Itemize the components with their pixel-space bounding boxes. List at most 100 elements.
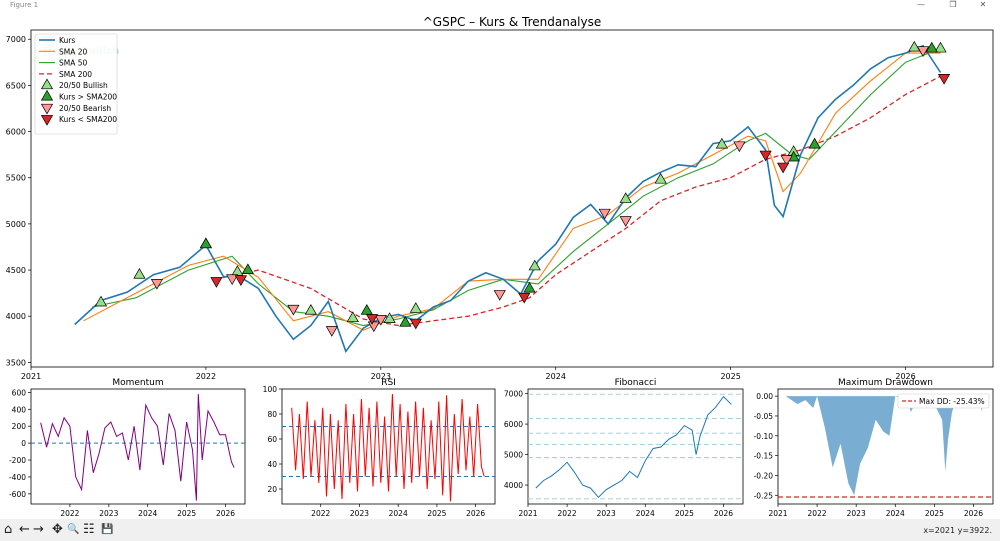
- marker-bearish-20-50: [733, 141, 746, 153]
- drawdown-legend: Max DD: -25.43%: [897, 393, 990, 409]
- back-icon[interactable]: ←: [19, 522, 30, 537]
- marker-bullish-20-50: [934, 41, 947, 53]
- marker-kurs-above-sma200: [523, 281, 536, 293]
- y-tick-label: 6000: [6, 128, 26, 137]
- marker-bullish-20-50: [346, 311, 359, 323]
- legend-label: SMA 200: [59, 70, 92, 79]
- y-tick-label: 5000: [504, 451, 523, 460]
- y-tick-label: -200: [9, 456, 26, 465]
- x-tick-label: 2026: [964, 509, 983, 518]
- marker-kurs-below-sma200: [409, 318, 422, 330]
- x-tick-label: 2022: [808, 509, 827, 518]
- drawdown-chart: Maximum Drawdown 2021 2022 2023 2024 2025 2026…: [754, 378, 994, 518]
- zoom-icon[interactable]: 🔍: [67, 524, 80, 535]
- legend-box: [34, 33, 118, 135]
- x-tick-label: 2024: [886, 509, 905, 518]
- y-tick-label: 0: [21, 439, 26, 448]
- chart-title: Maximum Drawdown: [838, 378, 933, 388]
- marker-bullish-20-50: [133, 267, 146, 279]
- rsi-line: [291, 393, 485, 502]
- momentum-chart: Momentum 2022 2023 2024 2025 2026 -600 -400 -200…: [9, 378, 246, 518]
- x-tick-label: 2023: [350, 509, 369, 518]
- x-tick-label: 2026: [216, 509, 235, 518]
- pan-icon[interactable]: ✥: [52, 522, 63, 537]
- marker-bearish-20-50: [916, 46, 930, 58]
- y-tick-label: -600: [9, 490, 26, 499]
- legend-label: Kurs: [59, 36, 75, 45]
- x-tick-label: 2022: [60, 509, 79, 518]
- y-tick-label: -0.25: [754, 491, 774, 500]
- y-tick-label: 4500: [6, 266, 26, 275]
- marker-bearish-20-50: [598, 208, 611, 220]
- chart-title: ^GSPC – Kurs & Trendanalyse: [423, 15, 602, 29]
- x-tick-label: 2024: [546, 372, 566, 381]
- marker-kurs-below-sma200: [518, 292, 531, 304]
- home-icon[interactable]: ⌂: [4, 522, 13, 537]
- main-price-chart: ^GSPC – Kurs & Trendanalyse 2021 2022 2023 2…: [6, 15, 994, 381]
- drawdown-area: [785, 396, 983, 496]
- marker-bearish-20-50: [226, 274, 239, 286]
- marker-bearish-20-50: [150, 279, 164, 290]
- momentum-line: [40, 394, 235, 501]
- x-tick-label: 2021: [518, 509, 537, 518]
- x-tick-label: 2021: [21, 372, 41, 381]
- x-tick-label: 2024: [636, 509, 655, 518]
- legend-swatch: [40, 89, 54, 101]
- y-tick-label: 7000: [6, 35, 26, 44]
- marker-kurs-above-sma200: [399, 315, 412, 327]
- x-tick-label: 2025: [720, 372, 740, 381]
- y-tick-label: 7000: [504, 390, 523, 399]
- restore-button[interactable]: ❐: [949, 0, 957, 9]
- marker-bullish-20-50: [94, 295, 108, 307]
- x-tick-label: 2022: [311, 509, 330, 518]
- y-tick-label: 4000: [504, 481, 523, 490]
- legend-label: Max DD: -25.43%: [919, 397, 985, 406]
- chart-title: Fibonacci: [615, 378, 657, 388]
- marker-kurs-above-sma200: [241, 263, 254, 275]
- window-titlebar: Figure 1 — ❐ ✕: [0, 0, 1000, 12]
- marker-kurs-below-sma200: [937, 74, 951, 85]
- y-tick-label: -0.10: [754, 432, 774, 441]
- marker-bearish-20-50: [287, 304, 300, 316]
- y-tick-label: 60: [267, 435, 277, 444]
- cursor-coordinates: x=2021 y=3922.: [923, 526, 992, 535]
- y-tick-label: 200: [12, 422, 27, 431]
- legend-label: SMA 50: [59, 59, 88, 68]
- marker-kurs-below-sma200: [210, 277, 223, 288]
- chart-title: RSI: [381, 378, 396, 388]
- marker-bullish-20-50: [528, 259, 541, 271]
- legend-swatch: [40, 115, 54, 126]
- forward-icon[interactable]: →: [33, 522, 44, 537]
- x-tick-label: 2026: [895, 372, 915, 381]
- legend-box: [897, 393, 990, 409]
- minimize-button[interactable]: —: [917, 0, 925, 9]
- marker-kurs-below-sma200: [777, 162, 790, 174]
- x-tick-label: 2023: [99, 509, 118, 518]
- y-tick-label: 80: [267, 410, 277, 419]
- y-tick-label: 5500: [6, 174, 26, 183]
- x-tick-label: 2025: [177, 509, 196, 518]
- x-tick-label: 2023: [597, 509, 616, 518]
- y-tick-label: -0.05: [754, 412, 774, 421]
- save-icon[interactable]: 💾: [101, 524, 114, 535]
- configure-icon[interactable]: ☷: [83, 522, 95, 537]
- marker-bearish-20-50: [374, 315, 387, 326]
- marker-bullish-20-50: [619, 192, 632, 203]
- close-button[interactable]: ✕: [979, 0, 987, 9]
- y-tick-label: 600: [12, 388, 27, 397]
- x-tick-label: 2021: [768, 509, 787, 518]
- y-tick-label: 400: [12, 405, 27, 414]
- plot-frame: [30, 388, 246, 505]
- marker-kurs-below-sma200: [365, 314, 379, 325]
- legend-swatch: [40, 103, 54, 115]
- sma20-line: [83, 52, 941, 331]
- marker-kurs-below-sma200: [234, 275, 247, 286]
- x-tick-label: 2024: [389, 509, 408, 518]
- x-tick-label: 2024: [138, 509, 157, 518]
- marker-kurs-above-sma200: [199, 237, 213, 249]
- marker-bearish-20-50: [493, 290, 506, 301]
- window-title: Figure 1: [10, 1, 39, 9]
- marker-bearish-20-50: [367, 321, 380, 333]
- x-tick-label: 2025: [925, 509, 944, 518]
- y-tick-label: -400: [9, 473, 26, 482]
